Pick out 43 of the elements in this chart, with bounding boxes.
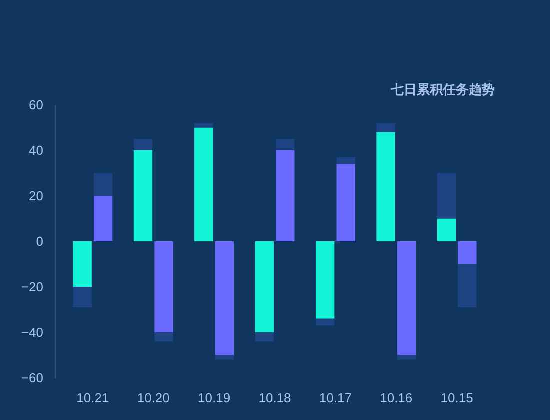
x-tick-label: 10.19 bbox=[198, 390, 231, 406]
bar bbox=[73, 287, 92, 308]
bar bbox=[336, 157, 356, 164]
x-tick-label: 10.15 bbox=[440, 390, 474, 406]
y-tick-label: −20 bbox=[21, 280, 44, 294]
y-tick-label: 40 bbox=[29, 143, 44, 158]
bar bbox=[134, 139, 153, 150]
bar bbox=[437, 173, 456, 219]
y-tick-label: 60 bbox=[29, 98, 44, 112]
y-tick-label: −60 bbox=[21, 370, 44, 386]
bar bbox=[154, 332, 174, 342]
bar bbox=[255, 332, 274, 342]
bar bbox=[94, 196, 113, 242]
x-tick-label: 10.16 bbox=[380, 390, 413, 406]
bar bbox=[397, 355, 416, 360]
bar bbox=[194, 128, 214, 242]
bar bbox=[276, 150, 295, 242]
y-tick-label: 20 bbox=[29, 188, 44, 204]
bar bbox=[376, 123, 396, 132]
bar bbox=[458, 242, 477, 264]
bar bbox=[94, 173, 113, 196]
x-tick-label: 10.21 bbox=[76, 390, 110, 406]
bar bbox=[215, 355, 234, 360]
x-tick-label: 10.20 bbox=[137, 390, 170, 406]
bar bbox=[276, 139, 295, 150]
bar bbox=[73, 242, 92, 287]
bar bbox=[154, 242, 174, 332]
x-tick-label: 10.17 bbox=[319, 390, 352, 406]
bar bbox=[215, 242, 234, 356]
bar bbox=[316, 242, 335, 319]
y-tick-label: −40 bbox=[21, 325, 44, 340]
y-tick-label: 0 bbox=[36, 234, 44, 249]
chart-title: 七日累积任务趋势 bbox=[390, 82, 495, 98]
bar bbox=[255, 242, 274, 332]
bar bbox=[316, 318, 335, 326]
bar bbox=[194, 123, 214, 128]
x-tick-label: 10.18 bbox=[258, 390, 292, 406]
bar bbox=[376, 132, 396, 242]
bar bbox=[437, 218, 456, 242]
bar bbox=[134, 150, 153, 242]
bar bbox=[397, 242, 416, 356]
bar bbox=[458, 264, 477, 308]
bar bbox=[336, 164, 356, 242]
